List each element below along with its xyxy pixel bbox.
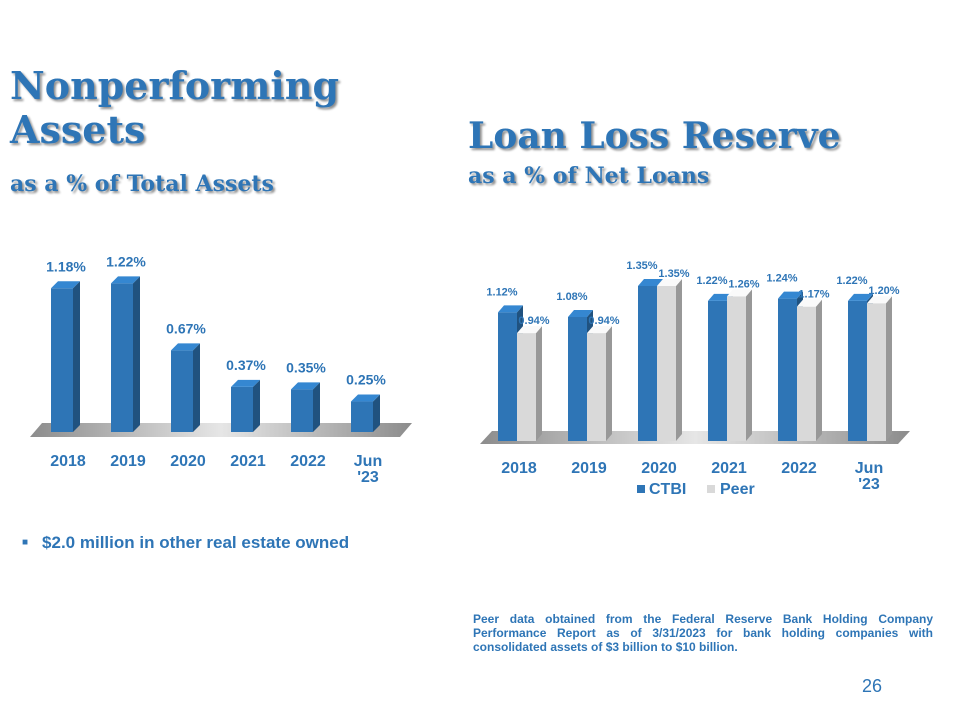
- npa-category-label: 2020: [170, 453, 206, 470]
- npa-bar: [171, 343, 200, 432]
- legend-label-peer: Peer: [720, 481, 755, 498]
- llr-data-label-peer: 0.94%: [588, 315, 619, 327]
- npa-bar: [51, 281, 80, 432]
- llr-data-label-peer: 1.20%: [868, 285, 899, 297]
- npa-category-label: 2021: [230, 453, 266, 470]
- llr-bar-peer: [727, 289, 752, 441]
- bullet-item: ■ $2.0 million in other real estate owned: [22, 533, 349, 553]
- llr-chart-title: Loan Loss Reserve: [468, 115, 841, 157]
- npa-data-label: 0.35%: [286, 359, 326, 375]
- llr-category-label: Jun '23: [855, 460, 883, 493]
- npa-data-label: 0.25%: [346, 372, 386, 388]
- llr-data-label-ctbi: 1.24%: [766, 273, 797, 285]
- npa-chart-title: Nonperforming Assets: [10, 63, 340, 152]
- llr-data-label-ctbi: 1.22%: [696, 275, 727, 287]
- llr-category-label: 2022: [781, 460, 817, 477]
- npa-bar: [291, 382, 320, 432]
- llr-bar-peer: [797, 299, 822, 441]
- llr-category-label: 2021: [711, 460, 747, 477]
- llr-data-label-ctbi: 1.08%: [556, 291, 587, 303]
- npa-data-label: 0.67%: [166, 320, 206, 336]
- bullet-text: $2.0 million in other real estate owned: [42, 533, 350, 552]
- npa-bar: [351, 394, 380, 432]
- llr-bar-peer: [657, 279, 682, 441]
- npa-data-label: 0.37%: [226, 357, 266, 373]
- legend-label-ctbi: CTBI: [649, 481, 686, 498]
- llr-category-label: 2019: [571, 460, 607, 477]
- npa-category-label: Jun '23: [354, 453, 382, 486]
- llr-chart-floor: [480, 431, 910, 444]
- llr-chart-subtitle: as a % of Net Loans: [468, 163, 710, 189]
- llr-bar-peer: [517, 326, 542, 441]
- npa-bar: [111, 276, 140, 432]
- peer-data-footnote: Peer data obtained from the Federal Rese…: [473, 612, 933, 654]
- npa-bar: [231, 379, 260, 432]
- llr-bar-peer: [587, 326, 612, 441]
- llr-data-label-peer: 0.94%: [518, 315, 549, 327]
- llr-data-label-peer: 1.26%: [728, 278, 759, 290]
- llr-data-label-ctbi: 1.12%: [486, 286, 517, 298]
- llr-category-label: 2020: [641, 460, 677, 477]
- npa-category-label: 2022: [290, 453, 326, 470]
- llr-bar-peer: [867, 296, 892, 441]
- npa-category-label: 2018: [50, 453, 86, 470]
- npa-data-label: 1.18%: [46, 258, 86, 274]
- llr-category-label: 2018: [501, 460, 537, 477]
- llr-data-label-ctbi: 1.35%: [626, 260, 657, 272]
- llr-data-label-peer: 1.17%: [798, 289, 829, 301]
- legend-swatch-peer: [707, 485, 715, 493]
- llr-data-label-ctbi: 1.22%: [836, 275, 867, 287]
- npa-data-label: 1.22%: [106, 253, 146, 269]
- npa-category-label: 2019: [110, 453, 146, 470]
- legend-swatch-ctbi: [637, 485, 645, 493]
- page-number: 26: [862, 676, 883, 696]
- npa-chart-subtitle: as a % of Total Assets: [10, 171, 274, 197]
- llr-data-label-peer: 1.35%: [658, 268, 689, 280]
- square-bullet-icon: ■: [22, 537, 29, 548]
